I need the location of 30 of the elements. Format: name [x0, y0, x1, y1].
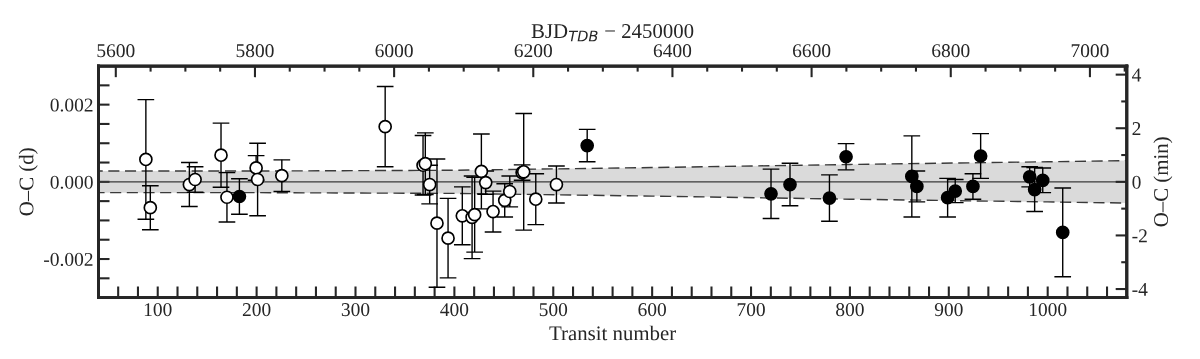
y-axis-title: O–C (d)	[18, 148, 38, 216]
y-tick-label: -0.002	[44, 252, 93, 267]
y2-tick-label: -4	[1132, 282, 1148, 296]
x2-tick-label: 6200	[514, 44, 552, 58]
x-tick-label: 600	[638, 303, 666, 317]
x-tick-label: 800	[836, 303, 864, 317]
x-tick-label: 1000	[1029, 303, 1067, 317]
x2-tick-label: 6800	[932, 44, 970, 58]
y2-tick-label: 2	[1132, 122, 1141, 135]
y2-tick-label: -2	[1132, 229, 1147, 243]
x-tick-label: 400	[440, 303, 469, 317]
y-tick-label: 0.000	[50, 175, 93, 189]
x-tick-label: 300	[341, 303, 370, 317]
x-tick-label: 700	[737, 303, 765, 317]
x2-tick-label: 6400	[653, 44, 692, 58]
x-tick-label: 200	[242, 303, 271, 317]
x-axis-title: Transit number	[549, 325, 676, 341]
x2-tick-label: 6600	[792, 44, 831, 58]
x2-tick-label: 5800	[236, 44, 274, 58]
x2-axis-title: BJD$_{TDB}$ − 2450000	[531, 24, 694, 42]
x2-tick-label: 7000	[1071, 44, 1109, 58]
x-tick-label: 100	[144, 303, 172, 317]
x2-tick-label: 6000	[375, 44, 413, 58]
x-tick-label: 900	[934, 303, 963, 317]
y2-tick-label: 0	[1132, 175, 1141, 189]
y2-tick-label: 4	[1132, 68, 1142, 82]
x2-tick-label: 5600	[97, 44, 135, 58]
y-tick-label: 0.002	[50, 98, 93, 112]
x-tick-label: 500	[539, 303, 568, 317]
y2-axis-title: O–C (min)	[1153, 137, 1173, 227]
